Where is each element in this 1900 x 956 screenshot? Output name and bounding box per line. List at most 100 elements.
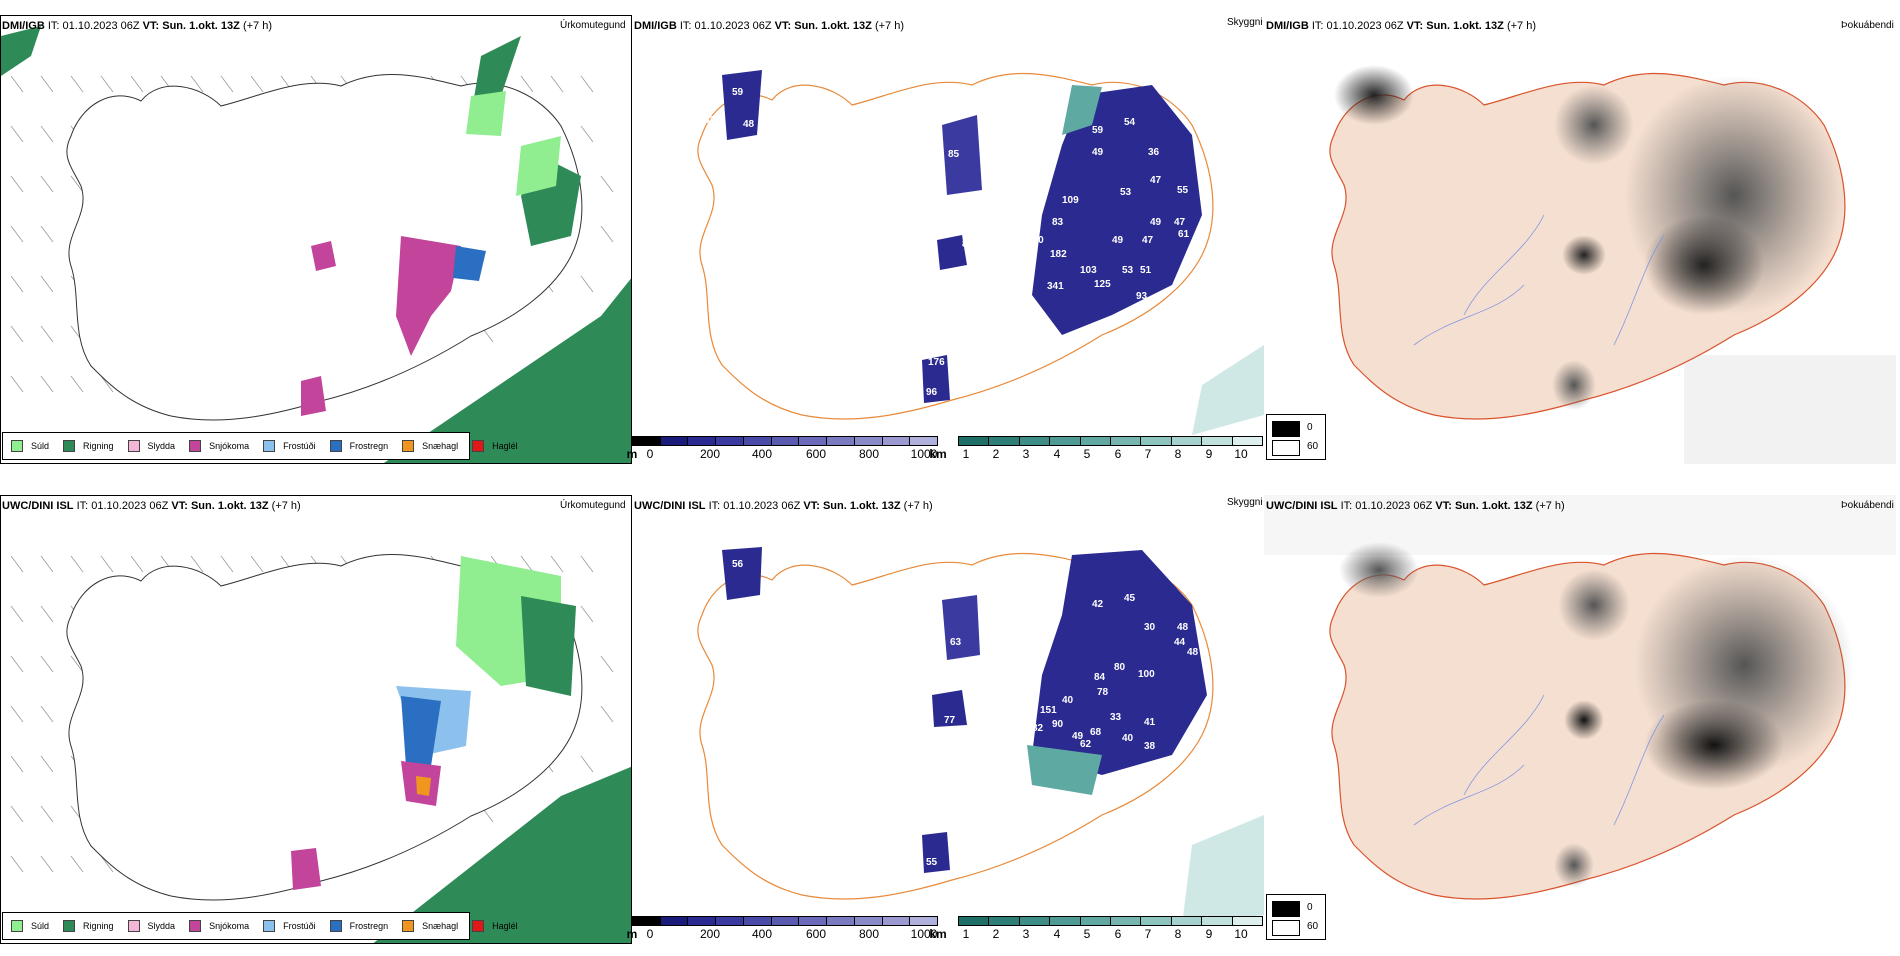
cb-seg (959, 437, 990, 445)
vis-m-unit: m (626, 447, 638, 461)
vis-label: 44 (1174, 637, 1186, 648)
vis-label: 182 (1050, 249, 1067, 260)
vis-label: 36 (1148, 147, 1160, 158)
vis-label: 83 (1052, 217, 1064, 228)
vis-label: 93 (1136, 291, 1148, 302)
legend-item: Súld (11, 440, 49, 452)
cb-seg (827, 917, 855, 925)
rain-area-east (521, 596, 576, 696)
vis-label: 55 (1177, 185, 1189, 196)
vis-label: 33 (1110, 712, 1122, 723)
vis-m-ticks: m 0 200 400 600 800 1000 (627, 446, 938, 461)
cloud-map-bottom (1264, 495, 1896, 900)
legend-item: Slydda (127, 920, 175, 932)
snow-area (396, 236, 461, 356)
cb-seg (660, 917, 689, 925)
vis-label: 55 (926, 857, 938, 868)
cb-seg (827, 437, 855, 445)
vis-label: 78 (1097, 687, 1109, 698)
freezing-rain-area (453, 246, 486, 281)
visibility-map-top: 59 54 49 36 53 47 55 49 47 61 49 47 109 … (697, 70, 1264, 435)
vis-label: 100 (1138, 669, 1155, 680)
vis-label: 85 (948, 149, 960, 160)
snow-area-small (311, 241, 336, 271)
cloud-legend-bottom: 0 60 (1266, 894, 1326, 940)
cloud-area-south (1552, 360, 1596, 410)
cb-seg (743, 437, 772, 445)
legend-item: Rigning (63, 920, 114, 932)
vis-label: 103 (1080, 265, 1097, 276)
vis-label: 54 (1124, 117, 1136, 128)
tick: 5 (1083, 927, 1091, 941)
tick: 2 (992, 447, 1000, 461)
tick: 400 (751, 447, 773, 461)
vis-label: 47 (1174, 217, 1186, 228)
tick: 7 (1144, 927, 1152, 941)
visibility-panel-top: 59 54 49 36 53 47 55 49 47 61 49 47 109 … (632, 15, 1264, 464)
vis-label: 47 (1142, 235, 1154, 246)
vis-label: 109 (1062, 195, 1079, 206)
precip-title-top: DMI/IGB IT: 01.10.2023 06Z VT: Sun. 1.ok… (2, 20, 272, 32)
cb-seg (1111, 437, 1142, 445)
precip-type-label-top: Úrkomutegund (560, 20, 626, 31)
cb-seg (854, 917, 883, 925)
vis-label: 151 (1040, 705, 1057, 716)
cb-seg (882, 917, 911, 925)
rivers (1413, 694, 1665, 826)
legend-item: Frostúði (263, 920, 316, 932)
vis-label: 48 (1187, 647, 1199, 658)
vis-label: 47 (1150, 175, 1162, 186)
tick: 7 (1144, 447, 1152, 461)
vis-label: 81 (704, 115, 716, 126)
vis-label: 59 (732, 87, 744, 98)
legend-item: Haglél (472, 440, 518, 452)
legend-swatch (11, 440, 23, 452)
vis-label: 40 (1122, 733, 1134, 744)
snow-area-south (301, 376, 326, 416)
legend-item: Slydda (127, 440, 175, 452)
cloud-title-bottom: UWC/DINI ISL IT: 01.10.2023 06Z VT: Sun.… (1266, 500, 1565, 512)
cb-seg (633, 437, 661, 445)
tick: 200 (699, 447, 721, 461)
cb-seg (1019, 917, 1051, 925)
cb-seg (799, 437, 828, 445)
vis-km-colorbar-bottom: km 1 2 3 4 5 6 7 8 9 10 (929, 916, 1263, 956)
tick: 5 (1083, 447, 1091, 461)
cb-seg (716, 917, 744, 925)
cb-seg (1111, 917, 1142, 925)
cb-seg (989, 437, 1020, 445)
vis-label: 125 (1094, 279, 1111, 290)
low-vis-area-center (932, 690, 967, 727)
vis-labels: 59 54 49 36 53 47 55 49 47 61 49 47 109 … (704, 83, 1190, 398)
cb-seg (660, 437, 689, 445)
tick: 4 (1053, 927, 1061, 941)
vis-km-bar (958, 916, 1263, 926)
cloud-area-core (1644, 700, 1784, 790)
cb-seg (1141, 437, 1172, 445)
vis-m-ticks: m 0 200 400 600 800 1000 (627, 926, 938, 941)
vis-m-colorbar-bottom: m 0 200 400 600 800 1000 (627, 916, 938, 956)
cb-seg (688, 917, 717, 925)
vis-label: 49 (1072, 731, 1084, 742)
precip-legend-bottom: Súld Rigning Slydda Snjókoma Frostúði Fr… (2, 912, 518, 940)
legend-item: Frostregn (329, 440, 388, 452)
cloud-area-center (1562, 235, 1606, 275)
cb-seg (1080, 437, 1112, 445)
legend-item: Snæhagl (402, 920, 458, 932)
legend-swatch (472, 920, 485, 932)
precip-title-bottom: UWC/DINI ISL IT: 01.10.2023 06Z VT: Sun.… (2, 500, 301, 512)
visibility-map-bottom: 42 45 30 48 44 48 84 80 100 78 151 40 33… (697, 547, 1264, 925)
vis-label: 85 (1020, 265, 1032, 276)
precip-panel-top (0, 15, 632, 464)
tick: 1 (962, 927, 970, 941)
vis-label: 63 (950, 637, 962, 648)
vis-label: 53 (1120, 187, 1132, 198)
tick: 2 (992, 927, 1000, 941)
drizzle-area-east (516, 136, 561, 196)
legend-swatch-light (1272, 920, 1300, 936)
vis-label: 49 (1112, 235, 1124, 246)
vis-km-area-south (1027, 745, 1102, 795)
cloud-area-north (1554, 85, 1634, 165)
cb-seg (1141, 917, 1172, 925)
vis-km-unit: km (929, 927, 947, 941)
